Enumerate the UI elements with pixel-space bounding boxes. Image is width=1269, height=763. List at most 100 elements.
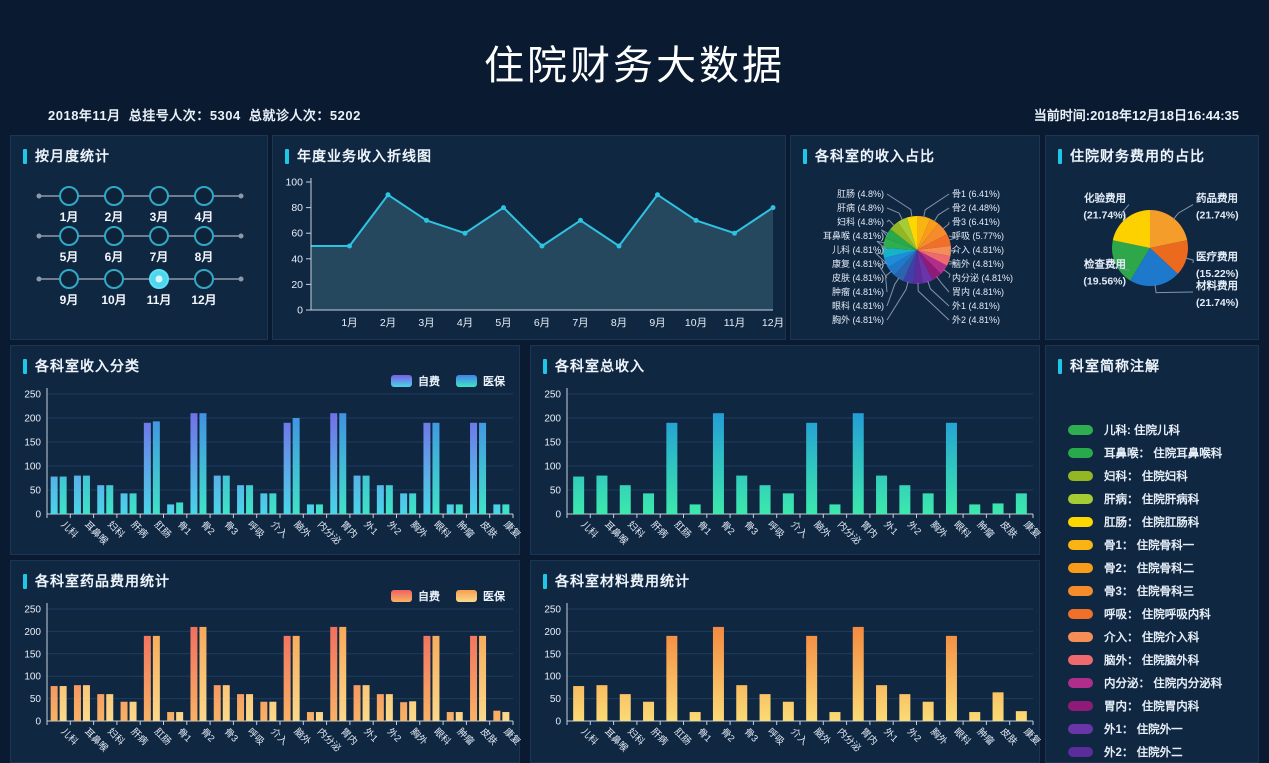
bar-脑外-自费[interactable] — [283, 422, 291, 514]
bar-肿瘤-总收入[interactable] — [969, 504, 981, 514]
pie-slice-呼吸[interactable] — [917, 234, 951, 250]
bar-肿瘤-医保[interactable] — [455, 712, 463, 721]
bar-胃内-材料费用[interactable] — [852, 626, 864, 721]
bar-妇科-医保[interactable] — [106, 485, 114, 514]
legend-item-医保[interactable]: 医保 — [456, 588, 505, 604]
bar-肿瘤-医保[interactable] — [455, 504, 463, 514]
bar-康复-医保[interactable] — [502, 504, 510, 514]
bar-肝病-总收入[interactable] — [643, 493, 655, 514]
bar-耳鼻喉-医保[interactable] — [82, 475, 90, 514]
bar-介入-总收入[interactable] — [782, 493, 794, 514]
bar-脑外-材料费用[interactable] — [806, 635, 818, 721]
month-node-1月[interactable] — [59, 186, 79, 206]
pie-slice-药品费用[interactable] — [1150, 210, 1188, 248]
line-marker[interactable] — [770, 205, 776, 211]
bar-儿科-材料费用[interactable] — [573, 686, 585, 721]
line-marker[interactable] — [424, 217, 429, 223]
month-node-6月[interactable] — [104, 226, 124, 246]
pie-slice-眼科[interactable] — [894, 250, 917, 281]
income-by-type-bar-chart[interactable]: 0 50 100 150 200 250 儿科 耳鼻喉 妇科 肝病 肛肠 骨1 骨2 骨3 呼吸 介入 脑外 内分… — [11, 380, 524, 554]
bar-肿瘤-自费[interactable] — [446, 504, 454, 514]
bar-眼科-自费[interactable] — [423, 635, 431, 721]
bar-外2-材料费用[interactable] — [899, 694, 911, 721]
bar-皮肤-总收入[interactable] — [992, 503, 1004, 514]
bar-外1-材料费用[interactable] — [876, 685, 888, 721]
bar-呼吸-自费[interactable] — [237, 694, 245, 721]
bar-胃内-总收入[interactable] — [852, 413, 864, 514]
month-node-2月[interactable] — [104, 186, 124, 206]
month-timeline[interactable]: 1月 2月 3月 4月 5月 6月 7月 8月 9月 10月 11月 12月 — [11, 170, 267, 339]
bar-外2-自费[interactable] — [376, 694, 384, 721]
bar-康复-自费[interactable] — [493, 504, 501, 514]
bar-妇科-医保[interactable] — [106, 694, 114, 721]
bar-胸外-自费[interactable] — [400, 702, 408, 721]
pie-slice-骨1[interactable] — [917, 216, 931, 250]
bar-胃内-自费[interactable] — [330, 413, 338, 514]
bar-介入-自费[interactable] — [260, 701, 268, 721]
bar-皮肤-材料费用[interactable] — [992, 692, 1004, 721]
pie-slice-肿瘤[interactable] — [887, 250, 917, 276]
pie-slice-肛肠[interactable] — [906, 215, 917, 250]
pie-slice-医疗费用[interactable] — [1150, 240, 1188, 274]
bar-骨3-自费[interactable] — [213, 475, 221, 514]
bar-外1-总收入[interactable] — [876, 475, 888, 514]
bar-康复-总收入[interactable] — [1015, 493, 1027, 514]
bar-介入-医保[interactable] — [269, 493, 277, 514]
bar-骨2-材料费用[interactable] — [712, 626, 724, 721]
bar-肛肠-自费[interactable] — [143, 422, 151, 514]
bar-骨1-自费[interactable] — [167, 712, 175, 721]
bar-内分泌-医保[interactable] — [315, 504, 323, 514]
bar-骨1-医保[interactable] — [176, 502, 184, 514]
bar-皮肤-医保[interactable] — [479, 635, 487, 721]
bar-眼科-总收入[interactable] — [945, 422, 957, 514]
bar-外2-医保[interactable] — [385, 694, 393, 721]
bar-内分泌-总收入[interactable] — [829, 504, 841, 514]
line-marker[interactable] — [616, 243, 622, 249]
bar-外2-总收入[interactable] — [899, 485, 911, 514]
bar-骨1-材料费用[interactable] — [689, 712, 701, 721]
bar-妇科-自费[interactable] — [97, 694, 105, 721]
bar-眼科-医保[interactable] — [432, 635, 440, 721]
bar-骨3-医保[interactable] — [222, 685, 230, 721]
line-marker[interactable] — [578, 217, 583, 223]
bar-妇科-总收入[interactable] — [619, 485, 631, 514]
bar-骨2-总收入[interactable] — [712, 413, 724, 514]
pie-slice-妇科[interactable] — [890, 222, 917, 250]
bar-胸外-医保[interactable] — [409, 701, 417, 721]
bar-肛肠-医保[interactable] — [152, 635, 160, 721]
dept-income-pie-chart[interactable]: 骨1 (6.41%) 骨2 (4.48%) 骨3 (6.41%) 呼吸 (5.77%)… — [791, 170, 1039, 339]
bar-耳鼻喉-总收入[interactable] — [596, 475, 608, 514]
bar-骨3-自费[interactable] — [213, 685, 221, 721]
legend-item-自费[interactable]: 自费 — [391, 373, 440, 389]
month-node-3月[interactable] — [149, 186, 169, 206]
bar-内分泌-材料费用[interactable] — [829, 712, 841, 721]
bar-脑外-医保[interactable] — [292, 418, 300, 514]
legend-item-医保[interactable]: 医保 — [456, 373, 505, 389]
bar-介入-材料费用[interactable] — [782, 701, 794, 721]
pie-slice-骨2[interactable] — [917, 218, 939, 250]
pie-slice-外2[interactable] — [912, 250, 924, 285]
total-income-bar-chart[interactable]: 0 50 100 150 200 250 儿科 耳鼻喉 妇科 肝病 肛肠 骨1 骨2 骨3 呼吸 介入 脑外 内分… — [531, 380, 1044, 554]
pie-slice-胸外[interactable] — [903, 250, 917, 284]
bar-肝病-自费[interactable] — [120, 701, 128, 721]
bar-皮肤-自费[interactable] — [470, 422, 478, 514]
bar-内分泌-医保[interactable] — [315, 712, 323, 721]
bar-胃内-自费[interactable] — [330, 626, 338, 721]
bar-介入-自费[interactable] — [260, 493, 268, 514]
month-node-12月[interactable] — [194, 269, 214, 289]
bar-呼吸-医保[interactable] — [246, 485, 254, 514]
bar-骨2-自费[interactable] — [190, 413, 198, 514]
bar-脑外-总收入[interactable] — [806, 422, 818, 514]
bar-呼吸-材料费用[interactable] — [759, 694, 771, 721]
bar-儿科-总收入[interactable] — [573, 476, 585, 514]
bar-骨1-自费[interactable] — [167, 504, 175, 514]
pie-slice-胃内[interactable] — [917, 250, 941, 281]
bar-妇科-自费[interactable] — [97, 485, 105, 514]
pie-slice-肝病[interactable] — [897, 217, 917, 251]
bar-儿科-医保[interactable] — [59, 686, 67, 721]
month-node-5月[interactable] — [59, 226, 79, 246]
bar-外1-自费[interactable] — [353, 475, 361, 514]
line-marker[interactable] — [385, 192, 391, 198]
bar-眼科-自费[interactable] — [423, 422, 431, 514]
cost-ratio-pie-chart[interactable]: 药品费用 (21.74%) 医疗费用 (15.22%) 材料费用 (21.74%) 化验费用… — [1046, 170, 1258, 339]
